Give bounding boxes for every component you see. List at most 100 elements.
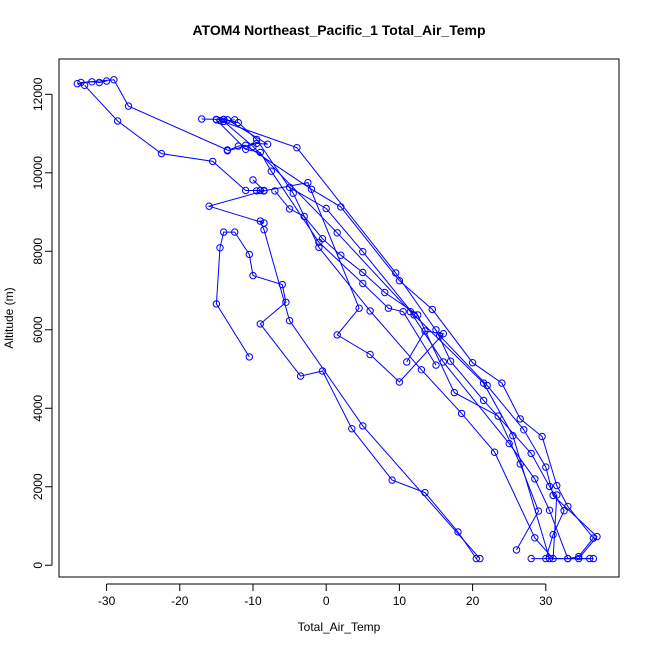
data-point	[549, 554, 557, 563]
data-point	[285, 205, 294, 213]
data-point	[560, 507, 568, 515]
data-point	[395, 378, 404, 386]
series-7	[198, 115, 598, 563]
data-point	[209, 157, 217, 166]
data-point	[366, 350, 374, 359]
series-line	[289, 186, 594, 560]
data-point	[88, 78, 96, 86]
data-point	[505, 439, 513, 448]
series-line	[215, 231, 477, 559]
data-point	[231, 116, 239, 124]
data-point	[245, 250, 254, 259]
data-point	[545, 506, 554, 514]
y-tick-label: 12000	[31, 77, 45, 111]
data-point	[490, 448, 499, 456]
series-line	[223, 118, 558, 560]
series-line	[218, 118, 598, 560]
series-line	[80, 79, 228, 151]
data-point	[446, 357, 455, 365]
data-point	[220, 117, 228, 126]
data-point	[322, 204, 330, 213]
data-point	[242, 141, 250, 150]
y-tick-label: 4000	[31, 395, 45, 422]
data-point	[403, 358, 411, 366]
data-point	[439, 330, 447, 338]
series-4	[80, 81, 268, 195]
series-13	[212, 116, 440, 369]
data-point	[113, 117, 122, 125]
data-point	[249, 142, 257, 151]
series-line	[222, 119, 590, 560]
data-point	[593, 532, 601, 541]
series-layer	[73, 76, 601, 563]
data-point	[542, 463, 550, 471]
data-point	[553, 481, 561, 490]
data-point	[296, 372, 305, 380]
x-tick-label: 0	[323, 594, 330, 608]
data-point	[249, 271, 257, 280]
data-point	[553, 491, 561, 499]
data-point	[337, 251, 345, 259]
y-tick-label: 10000	[31, 156, 45, 190]
plot-frame	[58, 58, 620, 578]
x-tick-label: -30	[98, 594, 116, 608]
data-point	[245, 353, 254, 361]
data-point	[157, 149, 166, 158]
data-point	[432, 361, 440, 369]
series-1	[212, 228, 480, 563]
data-point	[285, 317, 294, 325]
data-point	[359, 279, 367, 288]
data-point	[355, 304, 363, 312]
data-point	[234, 142, 243, 150]
data-point	[454, 528, 462, 536]
data-point	[531, 475, 539, 483]
series-11	[220, 116, 594, 563]
data-point	[260, 219, 268, 227]
data-point	[293, 144, 301, 152]
data-point	[256, 148, 264, 157]
data-point	[476, 554, 484, 563]
data-point	[564, 554, 572, 563]
x-tick-label: 20	[466, 594, 480, 608]
data-point	[333, 331, 341, 339]
data-point	[315, 238, 323, 247]
data-point	[220, 228, 228, 236]
data-point	[384, 304, 393, 312]
data-point	[282, 298, 290, 306]
data-point	[527, 554, 535, 563]
data-point	[538, 432, 546, 441]
data-point	[417, 366, 426, 374]
data-point	[549, 530, 557, 539]
data-point	[242, 186, 250, 195]
data-point	[271, 187, 279, 195]
data-point	[205, 202, 213, 210]
y-tick-label: 0	[31, 562, 45, 569]
data-point	[388, 476, 396, 484]
data-point	[366, 307, 374, 315]
data-point	[73, 80, 82, 88]
series-line	[77, 80, 107, 85]
data-point	[216, 244, 224, 252]
data-point	[575, 552, 583, 561]
data-point	[252, 135, 261, 144]
data-point	[289, 189, 297, 197]
data-point	[220, 115, 228, 124]
chart-title: ATOM4 Northeast_Pacific_1 Total_Air_Temp	[192, 22, 485, 38]
data-point	[263, 140, 272, 148]
data-point	[450, 388, 458, 397]
data-point	[359, 422, 367, 430]
data-point	[479, 379, 488, 387]
data-point	[479, 396, 488, 405]
data-point	[586, 554, 594, 563]
data-point	[110, 76, 118, 84]
series-line	[216, 119, 437, 366]
data-point	[102, 77, 111, 85]
series-line	[84, 84, 266, 192]
y-axis-label: Altitude (m)	[2, 287, 16, 348]
data-point	[392, 269, 400, 277]
data-point	[95, 78, 104, 87]
data-point	[256, 320, 264, 328]
data-point	[527, 449, 535, 458]
data-point	[124, 102, 133, 110]
